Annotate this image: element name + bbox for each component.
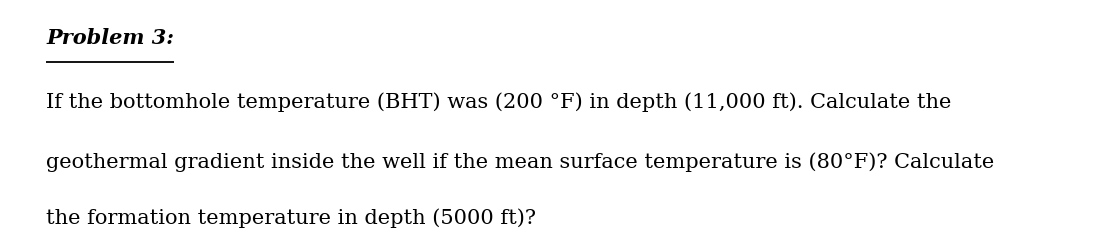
Text: the formation temperature in depth (5000 ft)?: the formation temperature in depth (5000… <box>46 207 536 227</box>
Text: If the bottomhole temperature (BHT) was (200 °F) in depth (11,000 ft). Calculate: If the bottomhole temperature (BHT) was … <box>46 92 952 112</box>
Text: geothermal gradient inside the well if the mean surface temperature is (80°F)? C: geothermal gradient inside the well if t… <box>46 152 994 171</box>
Text: Problem 3:: Problem 3: <box>46 28 174 48</box>
